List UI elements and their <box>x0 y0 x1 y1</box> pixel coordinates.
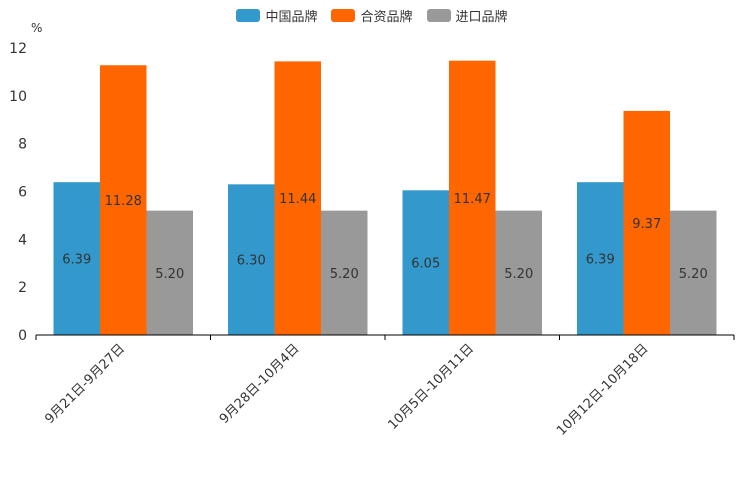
data-label: 11.44 <box>279 192 316 207</box>
bar-1-0 <box>100 65 147 335</box>
x-tick-label: 9月28日-10月4日 <box>217 341 303 427</box>
data-label: 5.20 <box>330 267 359 282</box>
data-label: 6.30 <box>237 254 266 269</box>
bar-1-2 <box>449 60 496 335</box>
data-label: 5.20 <box>155 267 184 282</box>
data-label: 11.47 <box>454 192 491 207</box>
y-tick-label: 10 <box>9 89 27 105</box>
bar-1-3 <box>623 110 670 335</box>
legend-label-joint-venture-brand: 合资品牌 <box>360 10 413 25</box>
data-label: 5.20 <box>679 267 708 282</box>
legend-swatch-joint-venture-brand <box>331 9 356 22</box>
x-tick-label: 10月12日-10月18日 <box>554 341 651 438</box>
bar-0-2 <box>402 190 449 335</box>
bar-0-3 <box>577 182 624 335</box>
data-label: 5.20 <box>504 267 533 282</box>
data-label: 11.28 <box>105 194 142 209</box>
bar-2-1 <box>321 210 368 335</box>
x-tick-label: 9月21日-9月27日 <box>42 341 128 427</box>
legend-item-china-brand[interactable]: 中国品牌 <box>236 6 317 25</box>
bar-0-1 <box>228 184 275 335</box>
bar-1-1 <box>274 61 321 335</box>
y-tick-label: 12 <box>9 41 27 57</box>
data-label: 6.39 <box>586 253 615 268</box>
x-tick-label: 10月5日-10月11日 <box>385 341 477 433</box>
legend-item-import-brand[interactable]: 进口品牌 <box>426 6 508 25</box>
bar-2-3 <box>670 210 717 335</box>
data-label: 6.05 <box>411 257 440 272</box>
data-label: 6.39 <box>62 253 91 268</box>
y-tick-label: 8 <box>18 137 27 153</box>
y-tick-label: 4 <box>18 232 27 248</box>
y-tick-label: 6 <box>18 185 27 201</box>
bar-0-0 <box>53 182 100 335</box>
bar-2-0 <box>146 210 193 335</box>
legend-label-import-brand: 进口品牌 <box>455 10 508 25</box>
y-axis-unit-label: % <box>31 21 43 35</box>
bar-2-2 <box>495 210 542 335</box>
legend-item-joint-venture-brand[interactable]: 合资品牌 <box>331 6 413 25</box>
chart-legend: 中国品牌 合资品牌 进口品牌 <box>0 6 744 25</box>
legend-label-china-brand: 中国品牌 <box>265 10 318 25</box>
legend-swatch-import-brand <box>426 9 451 22</box>
y-tick-label: 0 <box>18 328 27 344</box>
data-label: 9.37 <box>632 217 661 232</box>
y-tick-label: 2 <box>18 280 27 296</box>
legend-swatch-china-brand <box>236 9 261 22</box>
